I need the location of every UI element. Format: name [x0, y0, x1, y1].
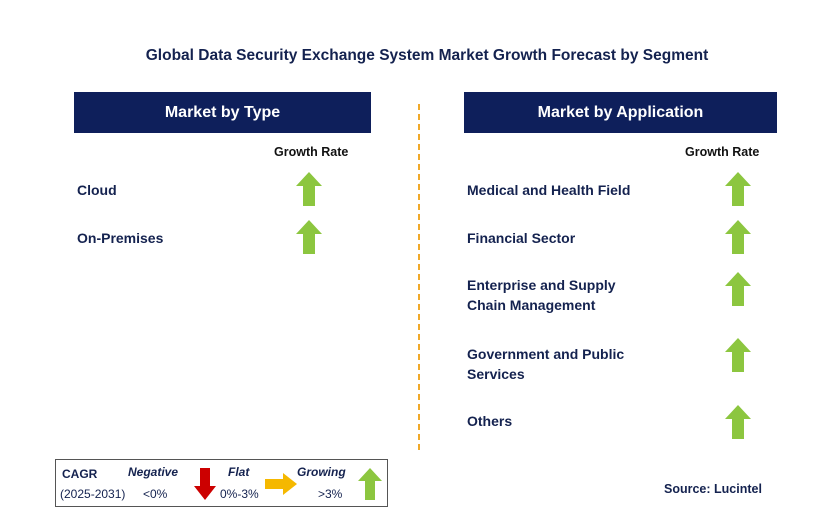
application-growth-rate-label: Growth Rate — [685, 145, 760, 159]
growing-arrow-icon — [296, 220, 322, 254]
segment-label-government: Government and Public Services — [467, 346, 625, 382]
segment-label-others: Others — [467, 413, 513, 429]
negative-arrow-icon — [194, 468, 216, 505]
growing-arrow-icon — [725, 172, 751, 206]
legend-cagr-label: CAGR — [62, 467, 98, 481]
growing-arrow-icon — [725, 338, 751, 372]
segment-label-cloud: Cloud — [77, 182, 117, 198]
legend-growing-label: Growing — [297, 465, 346, 479]
type-growth-rate-label: Growth Rate — [274, 145, 349, 159]
legend-negative-label: Negative — [128, 465, 179, 479]
legend-flat-label: Flat — [228, 465, 250, 479]
legend-flat-range: 0%-3% — [220, 487, 259, 501]
flat-arrow-icon — [265, 473, 297, 500]
chart-title: Global Data Security Exchange System Mar… — [145, 47, 709, 64]
cagr-legend: CAGR (2025-2031) Negative <0% Flat 0%-3%… — [55, 459, 388, 507]
type-panel-header: Market by Type — [74, 92, 371, 133]
legend-negative-range: <0% — [143, 487, 168, 501]
segment-label-financial: Financial Sector — [467, 230, 576, 246]
segment-label-on-premises: On-Premises — [77, 230, 164, 246]
panel-divider — [418, 104, 420, 450]
growing-arrow-icon — [725, 220, 751, 254]
segment-label-enterprise: Enterprise and Supply Chain Management — [467, 277, 616, 313]
source-note: Source: Lucintel — [664, 482, 762, 496]
application-panel-header: Market by Application — [464, 92, 777, 133]
growing-arrow-icon — [725, 272, 751, 306]
segment-label-medical: Medical and Health Field — [467, 182, 631, 198]
growing-arrow-icon — [725, 405, 751, 439]
growing-arrow-icon — [358, 468, 382, 505]
growing-arrow-icon — [296, 172, 322, 206]
legend-period: (2025-2031) — [60, 487, 126, 501]
legend-growing-range: >3% — [318, 487, 343, 501]
